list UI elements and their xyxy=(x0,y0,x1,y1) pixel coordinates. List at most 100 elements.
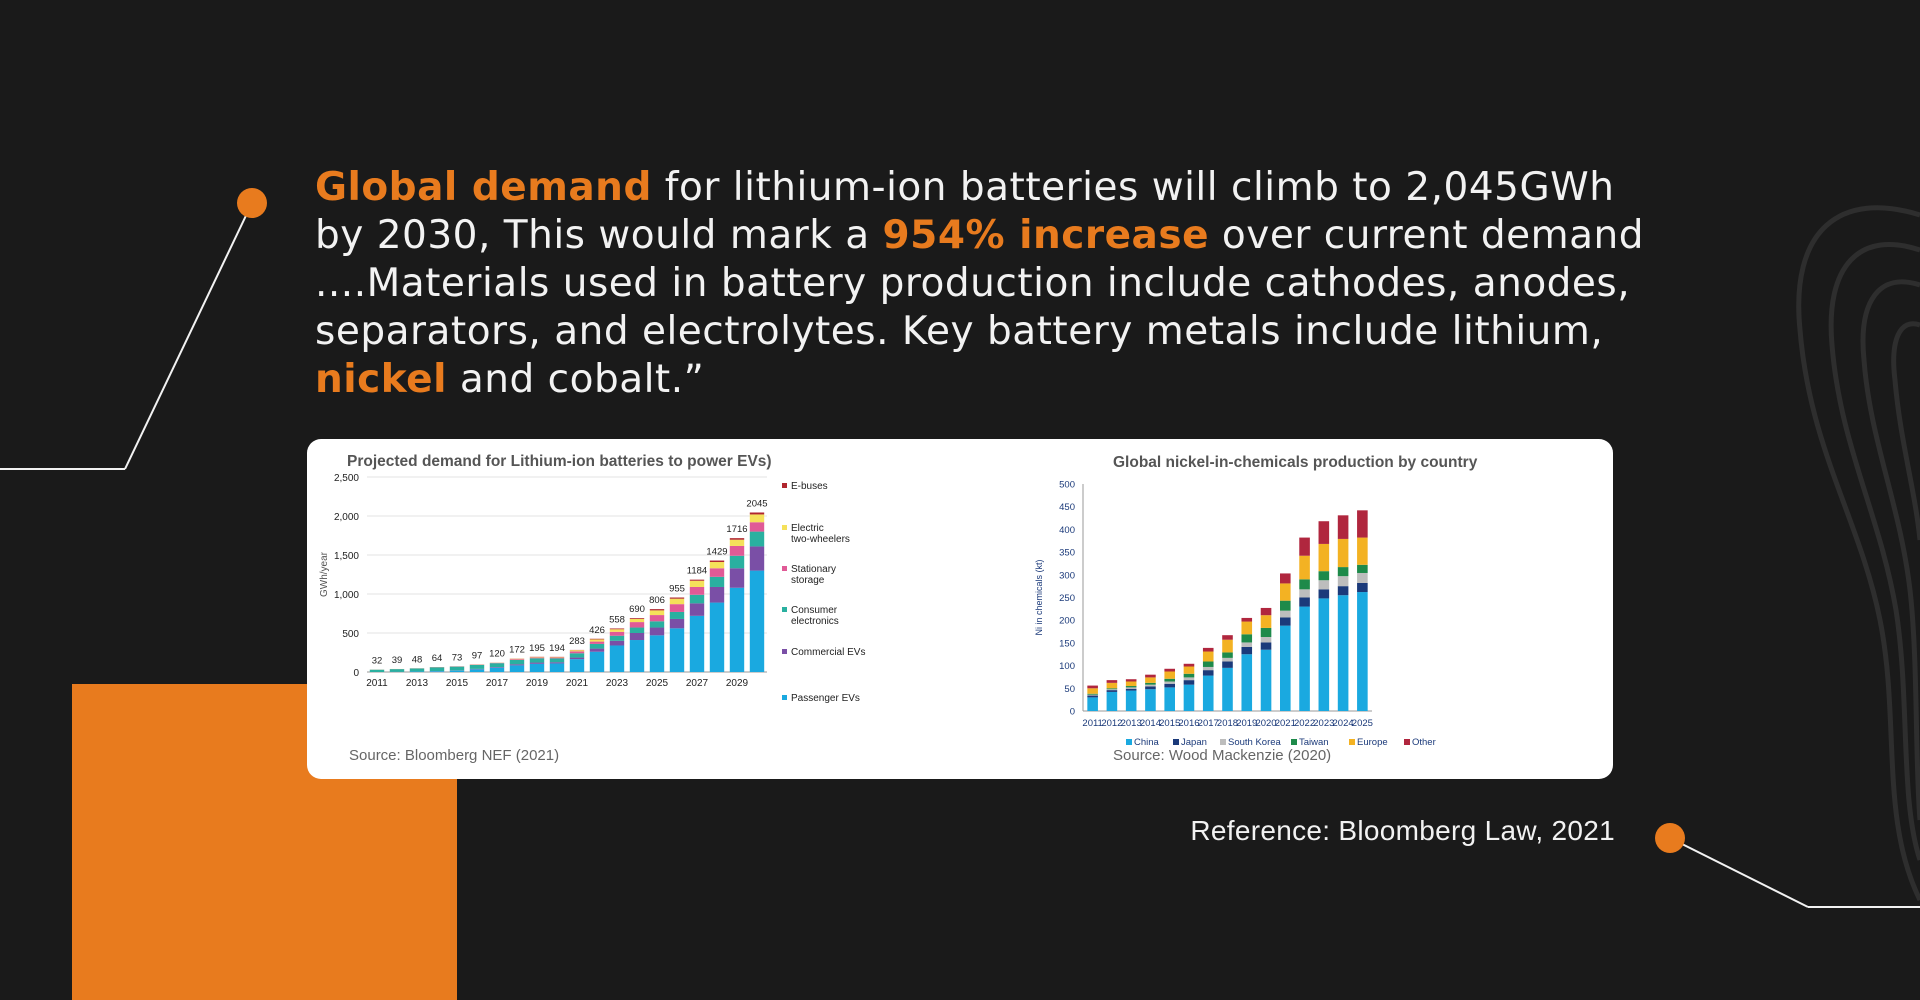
bar-segment xyxy=(1337,595,1349,711)
bar-segment xyxy=(649,615,665,622)
bar-segment xyxy=(509,665,525,672)
x-tick-label: 2021 xyxy=(1275,718,1296,729)
x-tick-label: 2027 xyxy=(686,678,709,689)
x-tick-label: 2013 xyxy=(1121,718,1142,729)
bar-segment xyxy=(1106,691,1118,711)
bar-segment xyxy=(689,579,705,581)
bar-segment xyxy=(749,522,765,532)
bar-segment xyxy=(1260,627,1272,637)
bar-segment xyxy=(1125,690,1137,711)
bar-segment xyxy=(469,669,485,672)
legend-label: Commercial EVs xyxy=(791,647,865,658)
bar-segment xyxy=(609,631,625,636)
bar-segment xyxy=(689,580,705,587)
quote-text-part: over current demand ....Materials used i… xyxy=(315,213,1644,354)
legend-label: Stationary xyxy=(791,564,836,575)
y-tick-label: 250 xyxy=(1059,593,1075,604)
legend-label: China xyxy=(1134,737,1160,748)
data-label: 558 xyxy=(609,614,625,625)
bar-segment xyxy=(409,668,425,672)
bar-segment xyxy=(649,621,665,628)
bar-segment xyxy=(1164,678,1175,682)
bar-segment xyxy=(449,666,465,671)
bar-segment xyxy=(609,628,625,630)
y-tick-label: 1,500 xyxy=(334,551,359,562)
bar-segment xyxy=(1337,515,1349,539)
bar-segment xyxy=(1280,600,1291,611)
bar-segment xyxy=(1222,639,1233,653)
chart-title: Projected demand for Lithium-ion batteri… xyxy=(347,453,772,470)
data-label: 172 xyxy=(509,645,525,656)
bar-segment xyxy=(369,669,385,672)
bar-segment xyxy=(1087,695,1098,698)
legend-label: E-buses xyxy=(791,481,828,492)
bar-segment xyxy=(1087,688,1098,694)
data-label: 1716 xyxy=(726,524,747,535)
bar-segment xyxy=(529,662,545,664)
bar-segment xyxy=(1357,510,1368,538)
x-tick-label: 2020 xyxy=(1255,718,1276,729)
bar-segment xyxy=(1202,647,1214,652)
legend-swatch xyxy=(782,483,787,488)
chart-source: Source: Wood Mackenzie (2020) xyxy=(1113,747,1332,764)
bar-segment xyxy=(1260,649,1272,711)
bar-segment xyxy=(669,604,685,612)
bar-segment xyxy=(429,671,445,672)
data-label: 1184 xyxy=(687,566,707,577)
x-tick-label: 2023 xyxy=(606,678,629,689)
data-label: 48 xyxy=(412,654,423,665)
legend-label: Passenger EVs xyxy=(791,693,860,704)
bar-segment xyxy=(1106,688,1118,690)
bar-segment xyxy=(1318,521,1330,544)
data-label: 806 xyxy=(649,595,665,606)
accent-dot-left xyxy=(237,188,267,218)
y-axis-label: GWh/year xyxy=(319,551,330,597)
y-tick-label: 150 xyxy=(1059,638,1075,649)
x-tick-label: 2011 xyxy=(366,678,388,689)
data-label: 194 xyxy=(549,643,565,654)
bar-segment xyxy=(729,539,745,546)
bar-segment xyxy=(1183,680,1195,685)
bar-segment xyxy=(1202,651,1214,662)
bar-segment xyxy=(649,627,665,636)
x-tick-label: 2013 xyxy=(406,678,429,689)
data-label: 73 xyxy=(452,652,463,663)
quote-text: Global demand for lithium-ion batteries … xyxy=(315,164,1645,404)
data-label: 39 xyxy=(392,655,403,666)
bar-segment xyxy=(669,618,685,629)
y-tick-label: 500 xyxy=(342,629,359,640)
bar-segment xyxy=(589,638,605,640)
bar-segment xyxy=(1318,598,1330,711)
bar-segment xyxy=(569,659,585,672)
x-tick-label: 2015 xyxy=(446,678,469,689)
data-label: 2045 xyxy=(746,498,767,509)
quote-text-part: for lithium-ion batteries will climb to … xyxy=(315,165,1615,258)
x-tick-label: 2021 xyxy=(566,678,589,689)
bar-segment xyxy=(1280,625,1291,711)
bar-segment xyxy=(709,586,725,603)
y-axis-label: Ni in chemicals (kt) xyxy=(1034,559,1044,635)
chart-title: Global nickel-in-chemicals production by… xyxy=(1113,454,1478,471)
bar-segment xyxy=(1299,555,1310,580)
connector-line-left-diagonal xyxy=(124,202,253,470)
data-label: 955 xyxy=(669,584,685,595)
bar-segment xyxy=(749,514,765,523)
bar-segment xyxy=(1337,586,1349,596)
bar-segment xyxy=(689,615,705,672)
legend-label: Taiwan xyxy=(1299,737,1329,748)
bar-segment xyxy=(1222,652,1233,658)
bar-segment xyxy=(1106,680,1118,683)
bar-segment xyxy=(389,669,405,672)
bar-segment xyxy=(1145,684,1156,687)
bar-segment xyxy=(1125,687,1137,689)
y-tick-label: 0 xyxy=(1070,707,1075,718)
bar-segment xyxy=(609,645,625,672)
bar-segment xyxy=(1164,681,1175,684)
bar-segment xyxy=(1202,666,1214,671)
x-tick-label: 2023 xyxy=(1313,718,1334,729)
bar-segment xyxy=(1145,682,1156,685)
bar-segment xyxy=(1183,663,1195,667)
bar-segment xyxy=(669,628,685,672)
bar-segment xyxy=(1299,597,1310,607)
bar-segment xyxy=(1299,606,1310,711)
